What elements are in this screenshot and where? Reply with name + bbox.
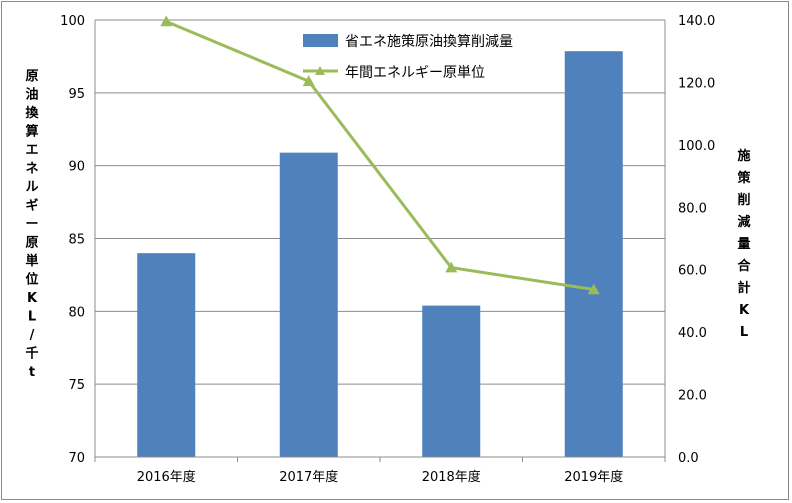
bar [279,152,338,458]
right-axis-label-char: 削 [737,192,750,208]
left-tick-label: 90 [68,160,85,175]
left-axis-label-char: 原 [25,69,38,84]
bar [137,253,196,457]
right-tick-label: 20.0 [678,389,707,404]
left-axis-label-char: t [29,365,35,380]
left-axis-label-char: ギ [25,198,38,214]
left-tick-label: 85 [68,233,85,248]
legend-line-label: 年間エネルギー原単位 [345,65,485,81]
right-tick-label: 0.0 [678,451,699,466]
left-axis-label-char: ル [25,180,38,195]
left-axis-label-char: ー [25,217,38,232]
right-axis-label-char: 減 [737,214,750,230]
right-tick-label: 60.0 [678,264,707,279]
right-tick-label: 140.0 [678,14,715,29]
legend-bar-label: 省エネ施策原油換算削減量 [345,33,513,50]
left-tick-label: 95 [68,87,85,102]
left-tick-label: 75 [68,378,85,393]
x-tick-label: 2016年度 [137,469,196,485]
left-axis-label-char: ネ [25,162,38,177]
x-tick-label: 2018年度 [422,469,481,485]
x-tick-label: 2019年度 [564,469,623,485]
left-axis-label-char: K [27,291,38,306]
right-tick-label: 80.0 [678,201,707,216]
legend-triangle-marker [315,66,325,75]
left-axis-label-char: 油 [25,87,38,103]
left-axis-label-char: エ [25,143,38,158]
triangle-marker [587,283,600,295]
left-axis-label-char: 単 [25,253,38,269]
left-axis-label-char: L [28,310,36,325]
left-tick-label: 80 [68,305,85,320]
bar [422,305,481,457]
left-tick-label: 70 [68,451,85,466]
right-axis-label-char: 策 [737,170,751,186]
triangle-marker [445,261,458,273]
triangle-marker [302,75,315,86]
right-axis-label-char: 合 [737,258,751,274]
left-axis-label-char: 算 [25,124,38,140]
left-axis-label-char: 位 [25,272,38,288]
right-axis-label-char: 施 [737,148,750,164]
bar [564,51,623,457]
left-axis-label-char: 換 [25,105,39,121]
right-axis-label-char: K [739,303,750,318]
right-tick-label: 100.0 [678,139,715,154]
right-tick-label: 40.0 [678,326,707,341]
legend: 省エネ施策原油換算削減量 年間エネルギー原単位 [303,33,513,81]
legend-bar-swatch [303,34,338,47]
triangle-marker [160,15,173,27]
line-path [165,20,594,291]
right-axis-label-char: 計 [737,280,750,296]
bar-series [137,51,623,458]
left-axis-label-char: / [30,328,35,343]
left-axis-label-char: 原 [25,236,38,251]
right-tick-label: 120.0 [678,76,715,91]
left-axis-label-char: 千 [25,346,38,362]
right-axis-label-char: L [740,325,748,340]
left-tick-label: 100 [60,14,85,29]
axes: 70 75 80 85 90 95 100 0.0 20.0 40.0 60.0 80.0 100.0 1… [60,14,715,485]
x-tick-label: 2017年度 [279,469,338,485]
right-axis-label-char: 量 [737,237,750,252]
line-series [160,15,600,295]
